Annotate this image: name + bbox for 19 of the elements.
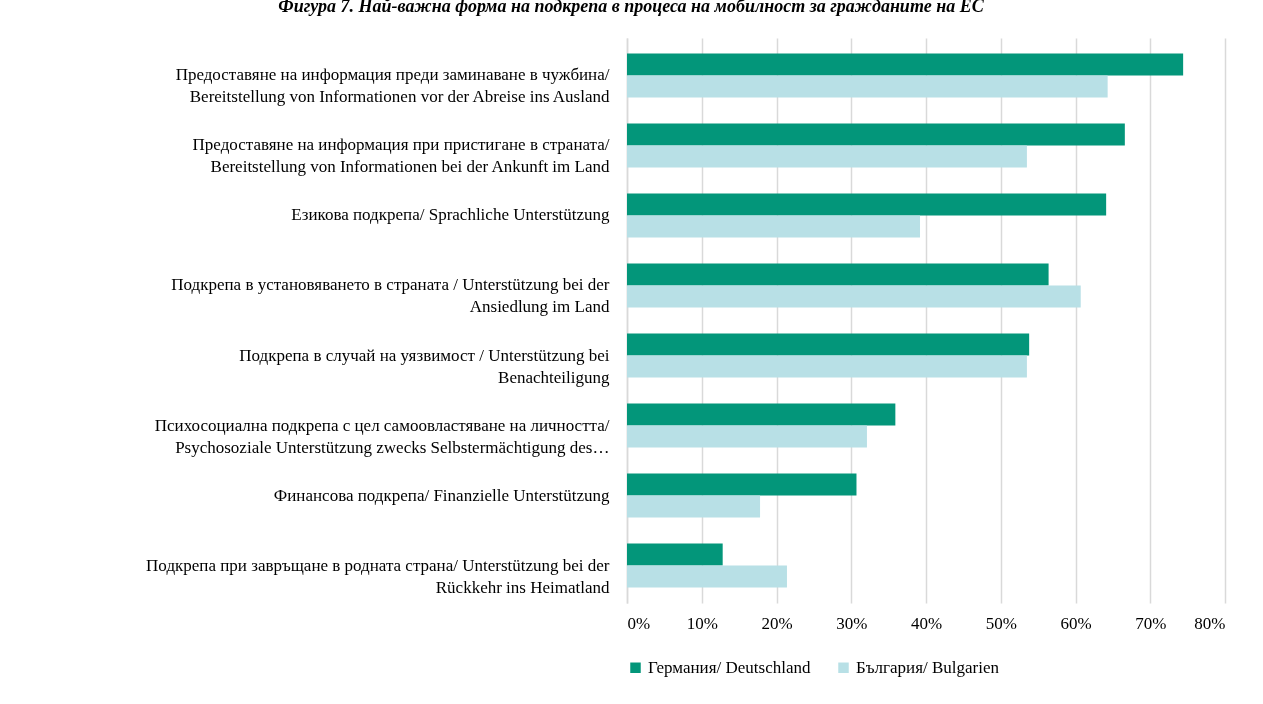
x-tick-label: 0% (627, 613, 651, 633)
x-tick-label: 50% (985, 613, 1017, 633)
x-tick-label: 60% (1060, 613, 1092, 633)
y-tick-label: Финансова подкрепа/ Finanzielle Unterstützung (273, 485, 610, 505)
legend-label: България/ Bulgarien (856, 657, 1000, 677)
x-tick-label: 70% (1135, 613, 1167, 633)
y-tick-label: Подкрепа при завръщане в родната страна/ Unterstützung bei der Rückkehr ins Heimatland (146, 555, 610, 597)
y-tick-label: Предоставяне на информация преди заминаване в чужбина/ Bereitstellung von Informationen vor der Abreise ins Ausland (175, 65, 610, 107)
y-tick-label: Предоставяне на информация при пристигане в страната/ Bereitstellung von Informationen bei der Ankunft im Land (192, 135, 610, 177)
y-tick-label: Езикова подкрепа/ Sprachliche Unterstützung (291, 205, 610, 225)
y-tick-label: Подкрепа в установяването в страната / Unterstützung bei der Ansiedlung im Land (171, 275, 610, 317)
y-tick-label: Психосоциална подкрепа с цел самоовластяване на личността/ Psychosoziale Unterstützung zwecks Selbstermächtigung des… (154, 415, 610, 457)
x-tick-label: 40% (910, 613, 943, 633)
x-tick-label: 30% (836, 613, 868, 633)
y-tick-label: Подкрепа в случай на уязвимост / Unterstützung bei Benachteiligung (239, 345, 610, 387)
x-tick-label: 80% (1194, 613, 1226, 633)
x-tick-label: 20% (761, 613, 793, 633)
x-tick-label: 10% (686, 613, 718, 633)
legend-label: Германия/ Deutschland (648, 657, 811, 677)
